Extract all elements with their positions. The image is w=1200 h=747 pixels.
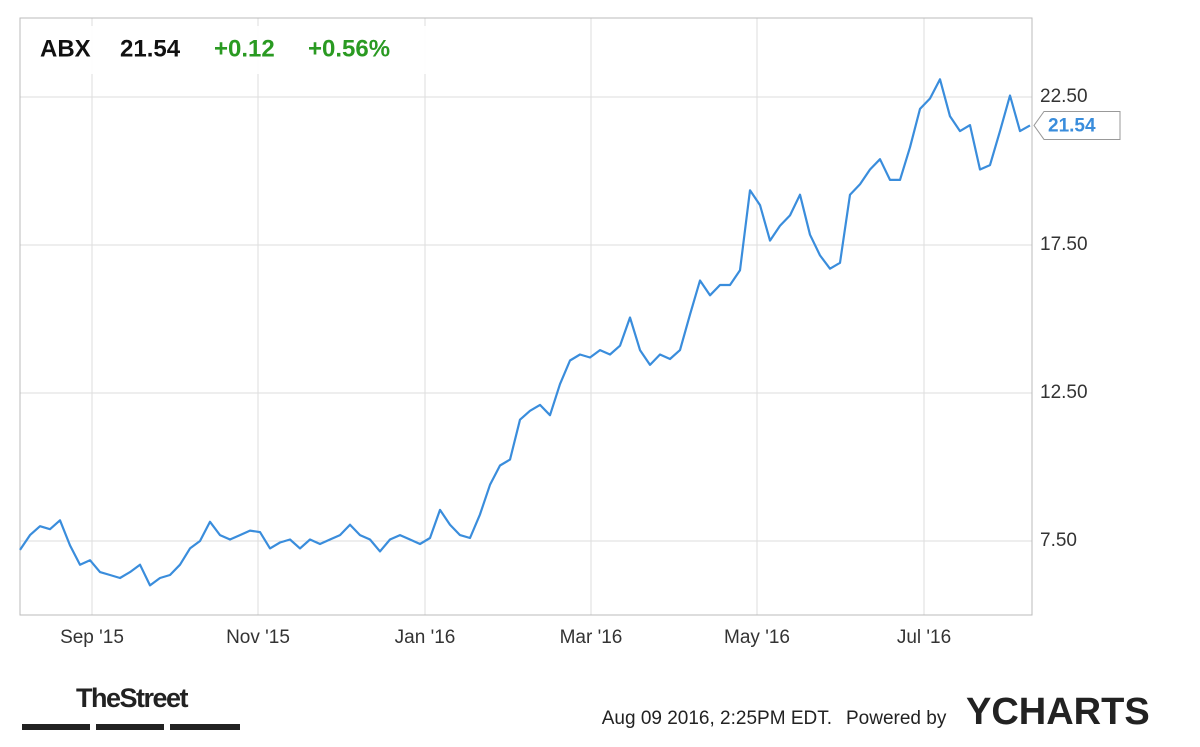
brand: YCHARTS	[966, 691, 1150, 733]
logo-bar	[96, 724, 164, 730]
change-percent: +0.56%	[308, 35, 390, 62]
x-tick-label: May '16	[724, 627, 790, 648]
source-logo: TheStreet	[76, 683, 189, 713]
last-value-box	[1033, 110, 1121, 140]
x-tick-label: Nov '15	[226, 627, 290, 648]
logo-bar	[170, 724, 240, 730]
logo-bar	[22, 724, 90, 730]
symbol: ABX	[40, 35, 91, 62]
powered-by: Powered by	[846, 708, 947, 729]
price-line	[19, 78, 1031, 587]
y-tick-label: 17.50	[1040, 234, 1088, 255]
y-tick-label: 7.50	[1040, 530, 1077, 551]
x-tick-label: Jul '16	[897, 627, 951, 648]
x-tick-label: Mar '16	[560, 627, 623, 648]
change: +0.12	[214, 35, 275, 62]
y-tick-label: 12.50	[1040, 382, 1088, 403]
timestamp: Aug 09 2016, 2:25PM EDT.	[602, 708, 832, 729]
header-box	[26, 26, 432, 74]
plot-frame	[19, 17, 1033, 616]
last-value-label: 21.54	[1048, 115, 1096, 136]
y-tick-label: 22.50	[1040, 86, 1088, 107]
x-tick-label: Jan '16	[395, 627, 456, 648]
price: 21.54	[120, 35, 181, 62]
x-tick-label: Sep '15	[60, 627, 124, 648]
